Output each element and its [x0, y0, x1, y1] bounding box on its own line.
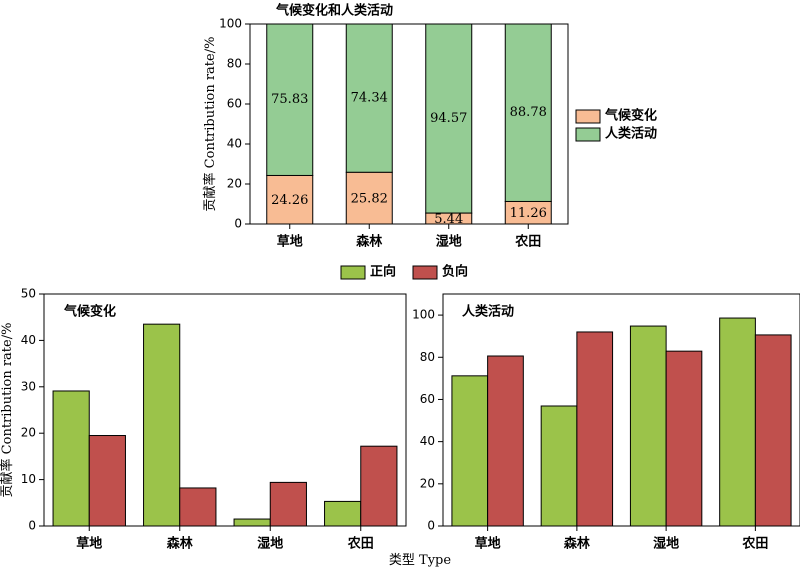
bottom-right-y-tick-label: 60: [420, 392, 435, 406]
bottom-left-category-label: 湿地: [257, 536, 283, 552]
data-label-climate: 5.44: [434, 212, 463, 227]
bottom-chart-y-axis-title: 贡献率 Contribution rate/%: [0, 323, 15, 498]
bottom-right-category-label: 森林: [564, 536, 590, 552]
stacked-chart-climate-human: 气候变化和人类活动 贡献率 Contribution rate/% 0 20 40 6…: [202, 3, 569, 250]
data-label-human: 88.78: [510, 105, 547, 120]
legend-label-human: 人类活动: [605, 126, 657, 142]
bar-positive: [629, 325, 667, 527]
top-y-tick-label: 20: [227, 177, 242, 191]
top-y-tick-label: 100: [219, 17, 242, 31]
bottom-left-category-label: 农田: [347, 536, 374, 552]
top-category-label: 农田: [514, 234, 541, 250]
bar-positive: [719, 317, 756, 527]
top-chart-legend: 气候变化 人类活动: [575, 108, 657, 142]
legend-swatch-climate: [575, 109, 601, 124]
bottom-right-y-tick-label: 0: [427, 519, 435, 533]
top-plot-frame: [249, 23, 569, 225]
bottom-right-y-tick-label: 80: [420, 350, 435, 364]
top-chart-y-axis-title: 贡献率 Contribution rate/%: [202, 37, 218, 212]
bottom-right-y-tick-label: 100: [412, 308, 435, 322]
top-y-tick-label: 0: [234, 217, 242, 231]
bottom-right-y-tick-label: 40: [420, 434, 435, 448]
data-label-human: 75.83: [271, 92, 308, 107]
bottom-right-category-label: 湿地: [653, 536, 679, 552]
bottom-left-y-tick-label: 0: [28, 519, 36, 533]
bar-negative: [576, 331, 614, 527]
data-label-climate: 24.26: [271, 193, 308, 208]
bottom-left-y-tick-label: 10: [21, 472, 36, 486]
bar-positive: [52, 390, 90, 527]
top-y-tick-label: 60: [227, 97, 242, 111]
legend-swatch-human: [575, 127, 601, 142]
bar-negative: [487, 355, 524, 527]
bar-negative: [179, 487, 217, 527]
direction-legend: 正向 负向: [340, 264, 468, 280]
legend-label-positive: 正向: [370, 264, 396, 280]
bottom-right-chart-title: 人类活动: [462, 304, 514, 320]
bar-positive: [143, 323, 181, 527]
bar-positive: [233, 518, 271, 527]
bar-chart-human-activity: 人类活动 0 20 40 60 80 100 草地 森林 湿地 农田: [412, 293, 800, 552]
bottom-left-chart-title: 气候变化: [64, 304, 116, 320]
bar-chart-climate-change: 气候变化 贡献率 Contribution rate/% 0 10 20 30 40 50…: [0, 287, 407, 552]
bottom-left-plot-frame: [43, 293, 407, 527]
bottom-right-category-label: 农田: [741, 536, 768, 552]
shared-x-axis-title: 类型 Type: [389, 553, 451, 568]
bottom-left-y-tick-label: 20: [21, 426, 36, 440]
bottom-right-category-label: 草地: [475, 536, 501, 552]
bar-human-activity: [345, 23, 393, 173]
bar-negative: [665, 350, 703, 527]
bar-positive: [540, 405, 578, 527]
bar-negative: [88, 435, 126, 527]
legend-label-climate: 气候变化: [605, 108, 657, 124]
bar-positive: [324, 500, 362, 527]
bottom-right-plot-frame: [442, 293, 800, 527]
bar-climate-change: [425, 212, 473, 225]
top-category-label: 草地: [277, 234, 303, 250]
legend-label-negative: 负向: [442, 264, 468, 280]
legend-swatch-positive: [340, 265, 366, 280]
bar-human-activity: [266, 23, 314, 176]
bar-negative: [269, 481, 307, 527]
bar-negative: [754, 334, 792, 527]
bottom-left-category-label: 森林: [167, 536, 193, 552]
bottom-left-category-label: 草地: [76, 536, 102, 552]
bottom-right-y-tick-label: 20: [420, 476, 435, 490]
legend-swatch-negative: [412, 265, 438, 280]
bottom-left-y-tick-label: 40: [21, 333, 36, 347]
bar-human-activity: [425, 23, 473, 214]
data-label-climate: 11.26: [510, 206, 547, 221]
data-label-climate: 25.82: [351, 192, 388, 207]
data-label-human: 74.34: [351, 91, 388, 106]
bar-climate-change: [345, 171, 393, 225]
bar-negative: [360, 445, 398, 527]
bar-climate-change: [266, 174, 314, 225]
top-y-tick-label: 40: [227, 137, 242, 151]
bottom-left-y-tick-label: 30: [21, 379, 36, 393]
bottom-left-y-tick-label: 50: [21, 287, 36, 301]
top-chart-title: 气候变化和人类活动: [276, 3, 393, 19]
top-category-label: 森林: [356, 234, 382, 250]
data-label-human: 94.57: [430, 111, 467, 126]
bar-positive: [451, 375, 489, 527]
bar-climate-change: [504, 200, 552, 225]
top-y-tick-label: 80: [227, 57, 242, 71]
top-category-label: 湿地: [436, 234, 462, 250]
